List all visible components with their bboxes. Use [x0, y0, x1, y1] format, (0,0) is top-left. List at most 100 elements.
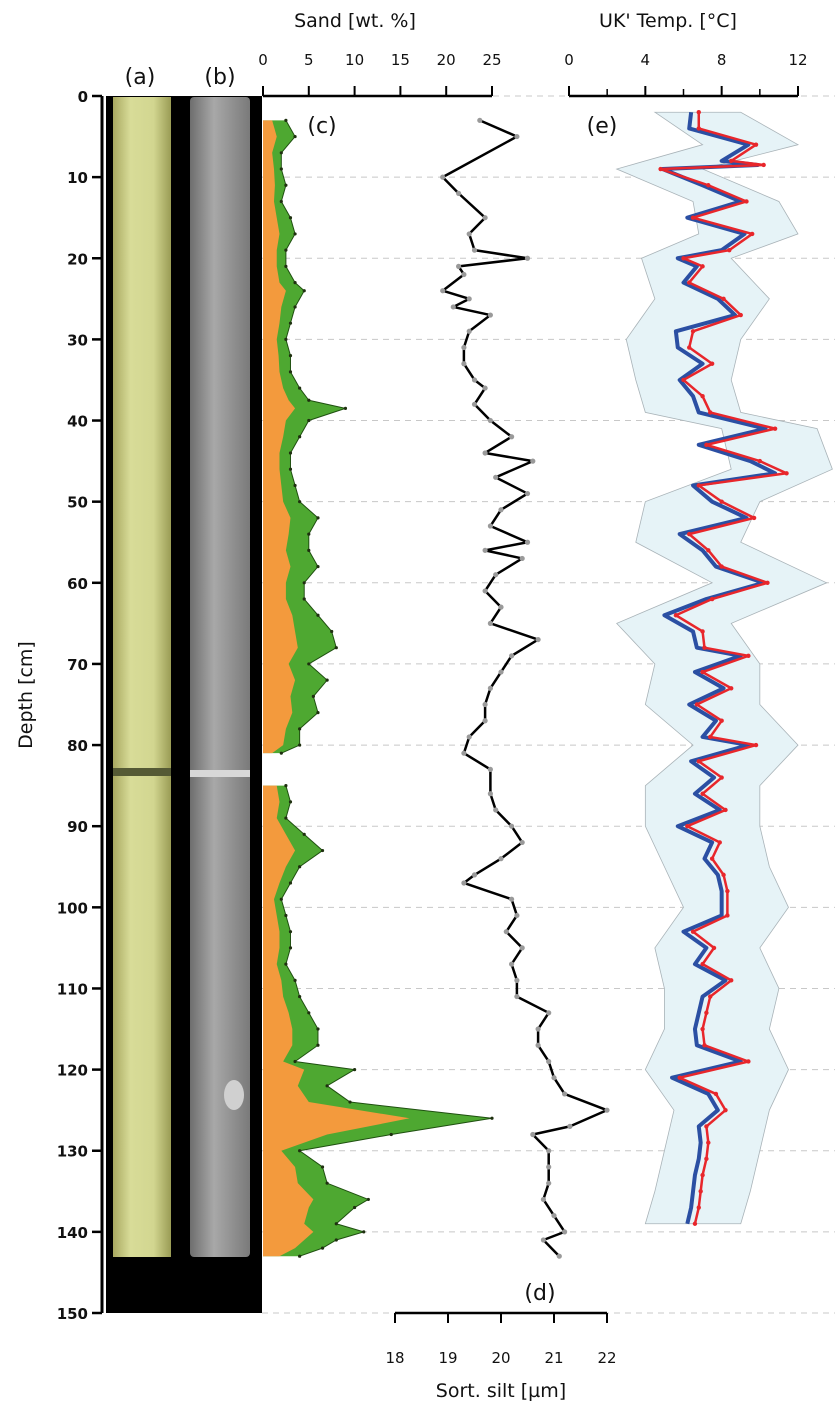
point [293, 978, 297, 982]
point [706, 1140, 711, 1145]
point [343, 406, 348, 410]
point [279, 151, 283, 155]
point [471, 377, 478, 383]
point [316, 1027, 320, 1031]
point [700, 393, 705, 399]
point [524, 255, 531, 261]
point [696, 483, 701, 488]
point [298, 386, 302, 390]
x-tick-label: 22 [597, 1349, 616, 1367]
point [487, 312, 493, 318]
point [700, 791, 705, 796]
x-tick-label: 20 [437, 51, 456, 69]
point [698, 1189, 703, 1194]
x-tick-label: 15 [391, 51, 410, 69]
point [708, 994, 713, 999]
point [298, 1149, 302, 1153]
point [334, 646, 338, 650]
point [493, 572, 499, 578]
point [709, 596, 715, 602]
point [729, 686, 734, 691]
point [471, 247, 478, 253]
point [681, 377, 686, 383]
point [284, 264, 288, 268]
point [334, 1222, 338, 1226]
point [461, 880, 467, 886]
point [298, 994, 302, 999]
point [753, 142, 759, 147]
panel-label: (b) [204, 65, 235, 90]
point [320, 848, 325, 853]
point [307, 548, 311, 552]
point [750, 231, 755, 237]
point [708, 734, 713, 740]
point [498, 669, 504, 675]
panel-label: (c) [307, 114, 336, 139]
point [696, 1205, 701, 1210]
xray-image [190, 97, 250, 1257]
point [744, 199, 749, 204]
point [503, 929, 509, 935]
point [307, 418, 311, 423]
point [535, 1026, 541, 1032]
point [288, 930, 293, 934]
point [288, 321, 293, 325]
point [471, 401, 478, 407]
point [284, 913, 288, 918]
x-tick-label: 19 [438, 1349, 457, 1367]
point [700, 629, 705, 634]
point [751, 515, 757, 521]
point [334, 1238, 338, 1242]
point [704, 1124, 709, 1129]
point [450, 304, 456, 310]
point [284, 118, 288, 122]
point [562, 1091, 568, 1097]
point [493, 807, 499, 813]
y-tick-label: 60 [67, 575, 88, 593]
point [509, 653, 515, 659]
x-tick-label: 5 [304, 51, 314, 69]
point [482, 385, 488, 391]
point [487, 685, 493, 691]
point [746, 653, 751, 659]
point [519, 945, 525, 951]
point [704, 1010, 709, 1016]
point [279, 751, 283, 755]
point [719, 564, 724, 569]
point [519, 555, 525, 562]
x-tick-label: 18 [385, 1349, 404, 1367]
point [509, 961, 515, 967]
point [316, 613, 320, 617]
point [535, 1042, 541, 1048]
point [302, 597, 306, 601]
point [673, 613, 679, 618]
point [519, 839, 525, 846]
point [546, 1148, 552, 1154]
point [366, 1197, 370, 1202]
x-axis-label: Sort. silt [µm] [436, 1380, 566, 1402]
point [482, 588, 488, 594]
point [490, 1116, 494, 1120]
point [311, 694, 315, 698]
point [471, 872, 478, 878]
point [700, 264, 705, 269]
point [784, 471, 789, 476]
point [302, 581, 306, 585]
point [721, 296, 726, 302]
point [353, 1068, 357, 1072]
point [353, 1205, 357, 1210]
point [320, 1165, 325, 1169]
point [709, 856, 715, 861]
point [530, 1131, 536, 1138]
point [690, 329, 696, 334]
point [694, 702, 700, 707]
point [348, 1100, 352, 1104]
point [556, 1253, 562, 1259]
point [725, 913, 730, 918]
y-tick-label: 130 [57, 1143, 88, 1161]
x-tick-label: 21 [544, 1349, 563, 1367]
x-axis-label: UK' Temp. [°C] [599, 10, 737, 32]
point [498, 507, 504, 513]
point [700, 1172, 705, 1178]
point [704, 442, 709, 448]
